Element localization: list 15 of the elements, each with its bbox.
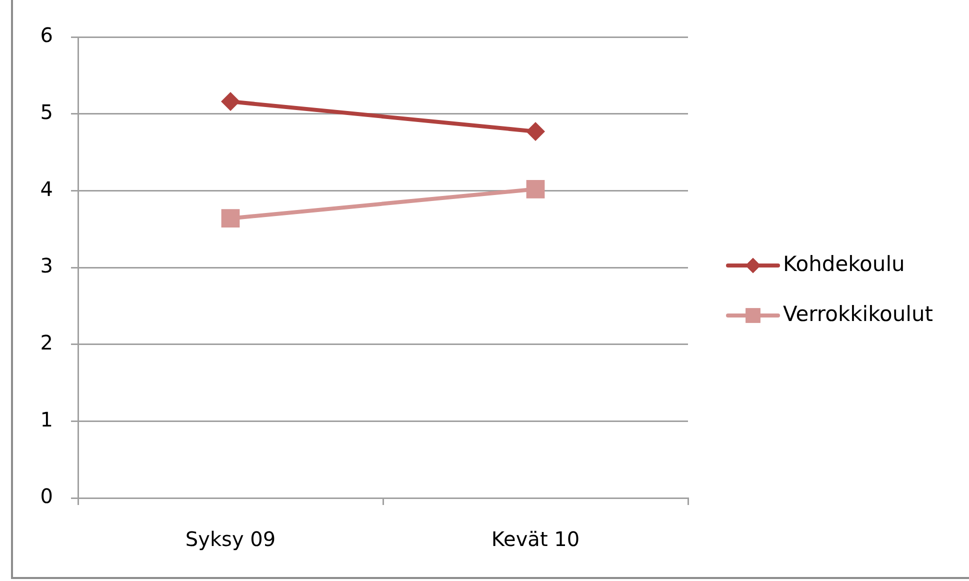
- y-tick-label: 6: [40, 23, 53, 48]
- legend-label: Verrokkikoulut: [783, 302, 934, 326]
- point: [526, 180, 545, 198]
- y-tick-label: 0: [40, 484, 53, 508]
- y-tick-label: 1: [40, 407, 53, 432]
- x-tick-label: Kevät 10: [491, 527, 580, 552]
- point: [221, 92, 240, 112]
- point: [526, 122, 545, 142]
- x-tick-label: Syksy 09: [185, 527, 276, 552]
- y-tick-label: 2: [40, 330, 53, 355]
- legend-label: Kohdekoulu: [783, 252, 905, 276]
- y-tick-label: 4: [40, 176, 53, 201]
- y-tick-label: 3: [40, 254, 53, 278]
- point: [221, 209, 240, 228]
- y-tick-label: 5: [40, 100, 53, 124]
